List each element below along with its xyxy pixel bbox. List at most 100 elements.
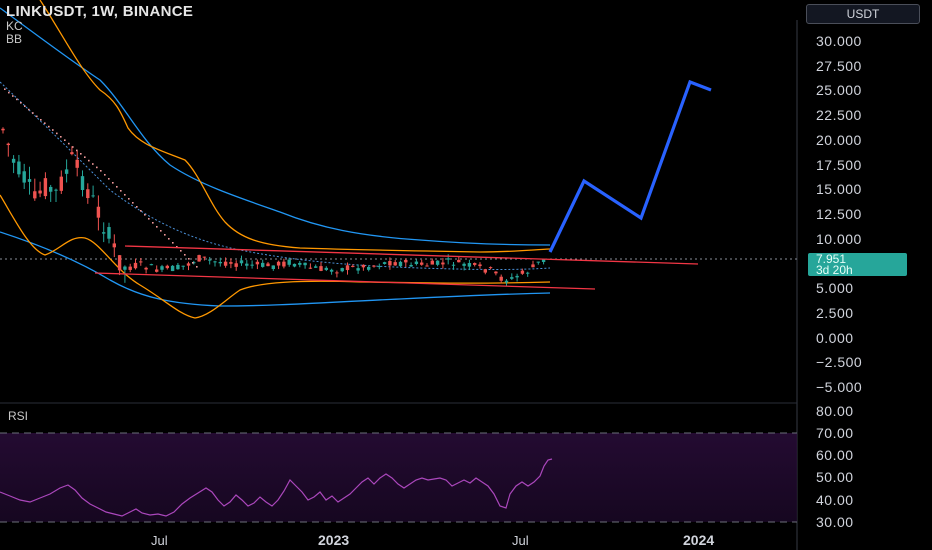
rsi-pane-label[interactable]: RSI — [8, 409, 29, 423]
currency-button[interactable]: USDT — [806, 4, 920, 24]
candle-body — [335, 272, 339, 274]
candle-body — [510, 277, 514, 279]
bar-countdown: 3d 20h — [816, 263, 853, 277]
candle-body — [229, 262, 233, 264]
sar-dot — [148, 218, 150, 220]
candle-body — [441, 262, 445, 265]
sar-dot — [124, 194, 126, 196]
sar-dot — [44, 122, 46, 124]
candle-body — [308, 267, 313, 269]
sar-dot — [12, 95, 14, 97]
rsi-axis-label: 30.00 — [816, 514, 854, 530]
candle-body — [144, 267, 148, 270]
sar-dot — [144, 214, 146, 216]
candle-body — [155, 269, 159, 272]
sar-dot — [100, 170, 102, 172]
candle-body — [186, 263, 191, 266]
sar-dot — [172, 242, 174, 244]
candle-body — [483, 269, 487, 273]
candle-body — [340, 268, 344, 272]
sar-dot — [92, 163, 94, 165]
candle-body — [59, 176, 63, 191]
sar-dot — [48, 125, 50, 128]
candle-body — [1, 128, 5, 131]
sar-dot — [116, 186, 118, 188]
candle-body — [536, 261, 540, 263]
sar-dot — [192, 262, 194, 264]
price-axis-label: 12.500 — [816, 206, 862, 222]
candle-body — [202, 256, 207, 258]
sar-dot — [84, 156, 86, 158]
price-axis-label: 0.000 — [816, 330, 854, 346]
candle-body — [361, 264, 366, 268]
sar-dot — [180, 250, 182, 252]
price-axis-label: −2.500 — [816, 354, 863, 370]
candle-body — [22, 171, 26, 183]
rsi-axis-label: 50.00 — [816, 469, 854, 485]
sar-dot — [156, 226, 158, 228]
candle-body — [165, 265, 169, 269]
candle-body — [49, 186, 53, 192]
candle-body — [393, 262, 397, 266]
sar-dot — [168, 238, 170, 240]
candle-body — [181, 265, 185, 267]
chart-legend: LINKUSDT, 1W, BINANCE KC BB — [6, 4, 193, 46]
price-axis-label: 20.000 — [816, 132, 862, 148]
kc-upper — [39, 0, 551, 253]
candle-body — [372, 265, 376, 267]
candle-body — [435, 260, 440, 265]
candle-body — [128, 266, 132, 270]
time-axis-label: Jul — [151, 533, 168, 548]
candle-body — [43, 178, 48, 197]
sar-dot — [68, 142, 70, 145]
sar-dot — [20, 102, 22, 104]
rsi-line — [0, 458, 553, 517]
candle-body — [504, 280, 509, 283]
candle-body — [351, 265, 355, 267]
sar-dot — [128, 198, 130, 200]
candle-body — [266, 263, 270, 267]
candle-body — [425, 265, 429, 267]
price-axis-label: 25.000 — [816, 82, 862, 98]
sar-dot — [28, 108, 30, 111]
last-price-tag: 7.951 3d 20h — [808, 253, 907, 276]
bb-upper-band — [0, 7, 551, 246]
candle-body — [520, 270, 525, 274]
sar-dot — [96, 166, 98, 169]
sar-dot — [72, 146, 74, 148]
price-axis-label: 27.500 — [816, 58, 862, 74]
time-axis-label-year: 2023 — [318, 532, 350, 548]
candle-body — [218, 261, 222, 264]
sar-dot — [8, 91, 10, 94]
sar-dot — [108, 178, 110, 180]
candle-body — [446, 258, 450, 260]
bb-lower-band — [0, 231, 551, 307]
sar-dot — [176, 246, 178, 248]
price-axis-label: 15.000 — [816, 181, 862, 197]
candle-body — [102, 232, 106, 234]
candle-body — [292, 263, 297, 267]
candle-body — [80, 176, 85, 191]
price-axis-label: 17.500 — [816, 157, 862, 173]
candle-body — [197, 255, 201, 262]
sar-dot — [140, 210, 142, 212]
last-price-value: 7.951 — [816, 252, 847, 266]
candle-body — [112, 243, 116, 248]
candle-body — [473, 263, 477, 265]
candle-body — [160, 266, 164, 270]
price-axis-label: 5.000 — [816, 280, 854, 296]
indicator-bb-label[interactable]: BB — [6, 32, 23, 46]
sar-dot — [120, 190, 122, 192]
symbol-title[interactable]: LINKUSDT, 1W, BINANCE — [6, 3, 194, 20]
sar-dot — [152, 222, 154, 224]
indicator-kc-label[interactable]: KC — [6, 19, 23, 33]
candle-body — [329, 269, 334, 272]
candle-body — [6, 143, 10, 146]
candle-body — [303, 262, 307, 266]
rsi-axis-label: 80.00 — [816, 403, 854, 419]
candle-body — [531, 264, 535, 268]
projection-path — [548, 79, 712, 253]
candle-body — [488, 267, 493, 269]
candle-body — [345, 265, 350, 271]
